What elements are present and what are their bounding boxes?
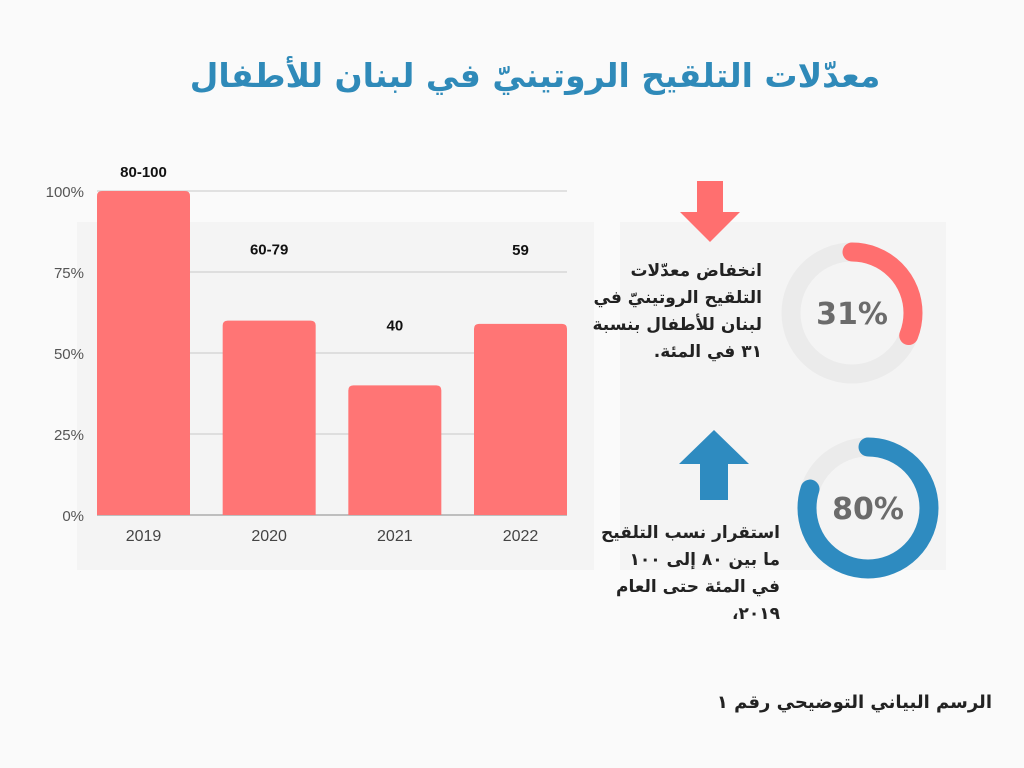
data-label: 60-79 — [250, 242, 288, 259]
bar-2019 — [97, 191, 190, 515]
y-tick-label: 50% — [54, 346, 84, 363]
stat-text-stable: استقرار نسب التلقيح ما بين ٨٠ إلى ١٠٠ في… — [601, 523, 780, 624]
donut-value: 80% — [832, 492, 904, 527]
arrow-down-icon — [680, 181, 740, 242]
y-tick-label: 25% — [54, 427, 84, 444]
y-tick-label: 75% — [54, 265, 84, 282]
page-title: معدّلات التلقيح الروتينيّ في لبنان للأطف… — [189, 56, 881, 95]
x-tick-label: 2020 — [251, 528, 287, 545]
data-label: 59 — [512, 242, 529, 259]
stat-text-decline: انخفاض معدّلات التلقيح الروتينيّ في لبنا… — [592, 261, 762, 362]
donut-progress — [797, 437, 939, 579]
donut-value: 31% — [816, 297, 888, 332]
figure-caption: الرسم البياني التوضيحي رقم ١ — [716, 692, 992, 713]
x-tick-label: 2019 — [126, 528, 162, 545]
donut-progress — [781, 242, 923, 384]
bar-2020 — [222, 320, 316, 515]
bar-2022 — [474, 323, 567, 515]
arrow-up-icon — [679, 430, 749, 500]
data-label: 40 — [386, 317, 403, 334]
x-tick-label: 2021 — [377, 528, 413, 545]
bar-2021 — [348, 385, 442, 515]
y-tick-label: 100% — [46, 184, 84, 201]
y-tick-label: 0% — [62, 508, 84, 525]
data-label: 80-100 — [120, 164, 167, 181]
x-tick-label: 2022 — [503, 528, 539, 545]
